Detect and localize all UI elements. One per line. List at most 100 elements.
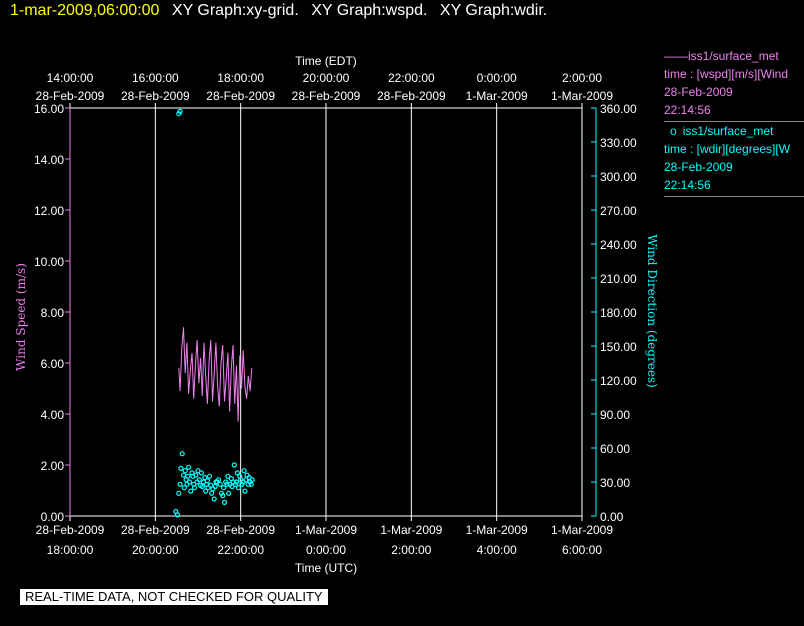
- wdir-point: [234, 470, 240, 476]
- y-right-tick-label: 150.00: [600, 340, 637, 354]
- wdir-point: [249, 477, 255, 483]
- legend-desc: time : [wspd][m/s][Wind: [664, 67, 789, 81]
- wdir-point: [242, 488, 248, 494]
- wdir-point: [198, 470, 204, 476]
- x-top-tick-date: 1-Mar-2009: [466, 89, 528, 103]
- wdir-point: [188, 488, 194, 494]
- wdir-point: [203, 488, 209, 494]
- wdir-point: [204, 478, 210, 484]
- x-top-tick-date: 28-Feb-2009: [206, 89, 275, 103]
- x-bottom-tick-time: 2:00:00: [391, 543, 431, 557]
- wdir-point: [196, 477, 202, 483]
- y-right-tick-label: 300.00: [600, 170, 637, 184]
- wdir-point: [199, 483, 205, 490]
- y-right-tick-label: 120.00: [600, 374, 637, 388]
- legend-entry-wspd: ——iss1/surface_met time : [wspd][m/s][Wi…: [664, 47, 804, 122]
- x-top-tick-time: 14:00:00: [47, 71, 94, 85]
- wdir-point: [215, 477, 222, 483]
- legend-marker-circle: o: [670, 124, 677, 138]
- wdir-point: [221, 499, 228, 505]
- wdir-point: [176, 490, 182, 496]
- wdir-point: [193, 472, 199, 478]
- wdir-point: [186, 479, 193, 485]
- legend-title: iss1/surface_met: [688, 49, 779, 63]
- legend-desc: time : [wdir][degrees][W: [664, 142, 791, 156]
- y-left-tick-label: 6.00: [41, 357, 65, 371]
- wspd-series-line: [178, 327, 253, 422]
- wdir-point: [241, 468, 247, 474]
- legend-time: 22:14:56: [664, 103, 711, 117]
- wdir-point: [179, 451, 185, 457]
- y-right-tick-label: 90.00: [600, 408, 630, 422]
- x-top-tick-date: 1-Mar-2009: [551, 89, 613, 103]
- x-bottom-tick-date: 28-Feb-2009: [206, 523, 275, 537]
- x-top-tick-time: 2:00:00: [562, 71, 602, 85]
- y-right-tick-label: 60.00: [600, 442, 630, 456]
- legend-title: iss1/surface_met: [682, 124, 774, 138]
- graph-name-1: XY Graph:xy-grid.: [171, 2, 299, 19]
- wdir-point: [206, 473, 213, 479]
- wdir-point: [221, 485, 227, 491]
- wdir-point: [186, 464, 192, 470]
- x-bottom-tick-time: 0:00:00: [306, 543, 346, 557]
- y-left-tick-label: 4.00: [41, 408, 65, 422]
- x-top-tick-time: 0:00:00: [477, 71, 517, 85]
- quality-note: REAL-TIME DATA, NOT CHECKED FOR QUALITY: [20, 589, 328, 605]
- graph-name-3: XY Graph:wdir.: [439, 2, 548, 19]
- legend-time: 22:14:56: [664, 178, 711, 192]
- wdir-point: [211, 496, 217, 502]
- wdir-point: [231, 462, 237, 468]
- x-top-tick-date: 28-Feb-2009: [292, 89, 361, 103]
- x-top-tick-date: 28-Feb-2009: [121, 89, 190, 103]
- y-right-tick-label: 330.00: [600, 136, 637, 150]
- header-title: 1-mar-2009,06:00:00 XY Graph:xy-grid. XY…: [10, 2, 547, 20]
- wdir-point: [185, 473, 191, 479]
- legend-date: 28-Feb-2009: [664, 160, 733, 174]
- wdir-point: [224, 481, 230, 487]
- timestamp-label: 1-mar-2009,06:00:00: [10, 2, 160, 19]
- y-right-tick-label: 180.00: [600, 306, 637, 320]
- legend: ——iss1/surface_met time : [wspd][m/s][Wi…: [664, 47, 804, 197]
- wdir-point: [202, 474, 208, 481]
- legend-marker-line: ——: [664, 49, 688, 63]
- x-top-tick-time: 20:00:00: [303, 71, 350, 85]
- x-bottom-tick-time: 22:00:00: [217, 543, 264, 557]
- x-bottom-tick-date: 28-Feb-2009: [121, 523, 190, 537]
- x-bottom-tick-time: 20:00:00: [132, 543, 179, 557]
- wdir-point: [192, 485, 198, 491]
- y-right-tick-label: 240.00: [600, 238, 637, 252]
- x-top-tick-time: 22:00:00: [388, 71, 435, 85]
- wdir-point: [217, 481, 223, 487]
- wdir-point: [212, 483, 218, 490]
- y-right-tick-label: 270.00: [600, 204, 637, 218]
- wdir-point: [178, 465, 184, 471]
- wdir-point: [174, 512, 181, 518]
- wdir-point: [220, 493, 226, 499]
- graph-name-2: XY Graph:wspd.: [311, 2, 428, 19]
- wdir-point: [243, 477, 249, 483]
- y-right-tick-label: 360.00: [600, 102, 637, 116]
- x-bottom-tick-date: 1-Mar-2009: [466, 523, 528, 537]
- y-right-tick-label: 210.00: [600, 272, 637, 286]
- wdir-point: [181, 485, 187, 491]
- wdir-point: [248, 481, 254, 487]
- wdir-point: [177, 481, 183, 487]
- x-top-tick-date: 28-Feb-2009: [377, 89, 446, 103]
- y-left-tick-label: 12.00: [34, 204, 64, 218]
- wdir-point: [195, 468, 201, 474]
- y-left-tick-label: 10.00: [34, 255, 64, 269]
- x-top-axis-label: Time (EDT): [295, 54, 357, 68]
- y-left-tick-label: 14.00: [34, 153, 64, 167]
- wdir-point: [180, 472, 187, 478]
- wdir-point: [235, 485, 242, 491]
- x-bottom-tick-date: 1-Mar-2009: [551, 523, 613, 537]
- wdir-point: [177, 108, 183, 115]
- y-right-tick-label: 30.00: [600, 476, 630, 490]
- y-right-axis-label: Wind Direction (degrees): [645, 234, 659, 388]
- x-bottom-tick-date: 28-Feb-2009: [36, 523, 105, 537]
- wdir-point: [225, 473, 231, 479]
- x-top-tick-time: 18:00:00: [217, 71, 264, 85]
- x-bottom-tick-time: 4:00:00: [477, 543, 517, 557]
- x-top-tick-date: 28-Feb-2009: [36, 89, 105, 103]
